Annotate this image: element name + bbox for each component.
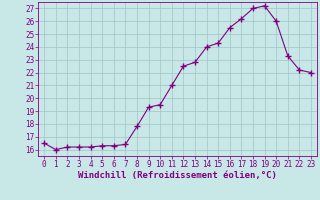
X-axis label: Windchill (Refroidissement éolien,°C): Windchill (Refroidissement éolien,°C) [78, 171, 277, 180]
